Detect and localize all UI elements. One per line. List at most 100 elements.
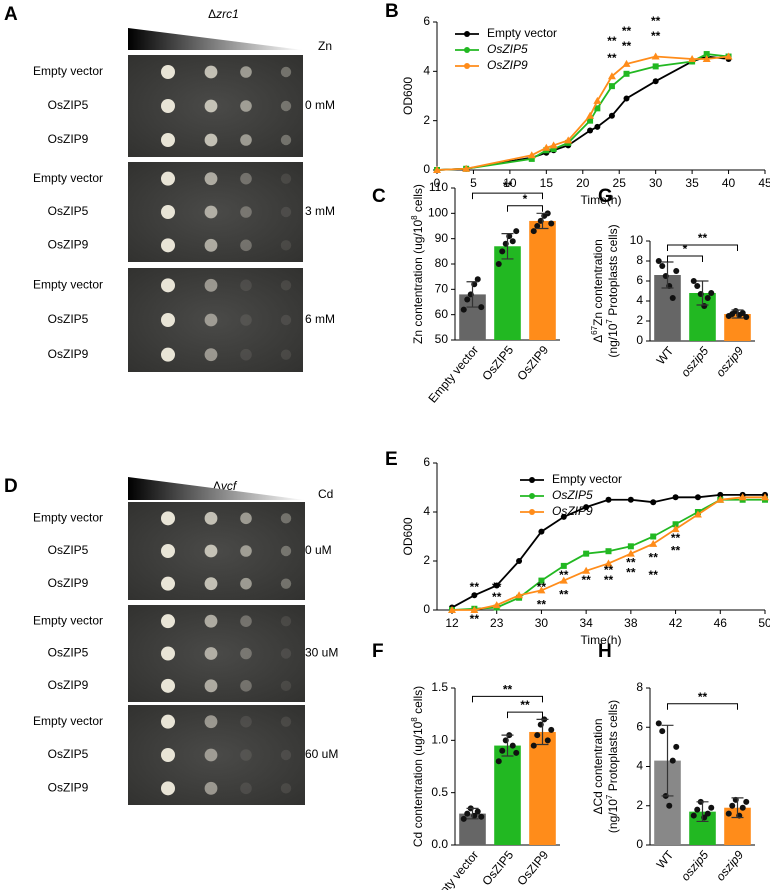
data-point <box>464 296 471 303</box>
data-point <box>743 798 750 805</box>
significance-label: ** <box>503 179 513 193</box>
point <box>716 495 725 503</box>
yeast-spot <box>204 614 218 628</box>
yeast-spot <box>240 715 252 728</box>
yeast-spot <box>280 173 292 184</box>
point <box>492 601 501 609</box>
legend-marker <box>529 509 535 515</box>
y-tick-label: 10 <box>630 233 644 247</box>
y-tick-label: 4 <box>423 64 430 78</box>
strain-row-label: OsZIP5 <box>48 747 89 761</box>
yeast-spot <box>280 716 292 727</box>
significance-label: ** <box>626 565 636 579</box>
yeast-spot <box>280 240 292 251</box>
point <box>527 151 536 159</box>
point <box>605 496 612 503</box>
x-tick-label: 38 <box>624 616 638 630</box>
strain-title: Δzrc1 <box>208 7 239 21</box>
legend-marker <box>529 477 535 483</box>
point <box>652 78 659 85</box>
point <box>528 155 535 162</box>
panel-letter: D <box>4 476 18 497</box>
yeast-spot <box>280 100 292 112</box>
y-axis-label-part: ΔCd contentration <box>591 718 605 814</box>
significance-label: ** <box>492 580 502 594</box>
point <box>703 51 710 58</box>
point <box>622 59 631 67</box>
yeast-spot <box>204 679 218 693</box>
data-point <box>509 742 516 749</box>
point <box>587 127 594 134</box>
point <box>448 606 456 613</box>
point <box>470 606 479 613</box>
significance-label: ** <box>649 568 659 582</box>
significance-label: ** <box>503 683 513 697</box>
x-tick-label: OsZIP9 <box>514 848 551 888</box>
data-point <box>708 290 715 296</box>
strain-row-label: Empty vector <box>33 511 103 525</box>
point <box>688 55 697 62</box>
data-point <box>694 806 701 813</box>
y-tick-label: 2 <box>636 798 643 812</box>
yeast-spot <box>240 545 252 557</box>
point <box>549 141 558 149</box>
data-point <box>495 261 502 267</box>
significance-label: ** <box>581 573 591 587</box>
legend-marker <box>464 31 470 37</box>
point <box>693 510 702 518</box>
point <box>542 143 551 151</box>
series-line <box>436 55 729 171</box>
yeast-spot <box>280 545 292 557</box>
panel-letter: F <box>372 641 384 662</box>
yeast-spot <box>204 205 218 219</box>
metal-label: Zn <box>318 39 332 53</box>
legend-label: Empty vector <box>487 26 557 40</box>
x-tick-label: 15 <box>540 176 554 190</box>
y-tick-label: 8 <box>636 253 643 267</box>
data-point <box>499 747 506 754</box>
x-tick-label: 30 <box>649 176 663 190</box>
significance-label: ** <box>470 580 480 594</box>
data-point <box>509 238 516 245</box>
significance-label: * <box>523 192 528 206</box>
point <box>564 136 573 144</box>
bar <box>529 220 556 340</box>
y-tick-label: 2 <box>636 313 643 327</box>
y-tick-label: 100 <box>428 206 448 220</box>
point <box>672 521 679 528</box>
x-tick-label: WT <box>654 343 677 367</box>
yeast-spot <box>280 206 292 218</box>
yeast-spot <box>240 348 252 361</box>
yeast-spot <box>240 782 252 795</box>
x-tick-label: OsZIP9 <box>514 343 551 383</box>
point <box>559 576 568 584</box>
x-tick-label: 34 <box>579 616 593 630</box>
point <box>627 543 634 550</box>
y-axis-label-part: Cd contentration (ug/10 <box>411 721 425 847</box>
yeast-spot <box>204 133 218 147</box>
y-tick-label: 110 <box>429 180 448 194</box>
yeast-spot <box>204 172 218 186</box>
yeast-spot <box>161 678 175 693</box>
yeast-spot <box>161 576 175 591</box>
data-point <box>673 268 680 274</box>
y-tick-label: 6 <box>423 455 430 469</box>
data-point <box>464 810 471 817</box>
point <box>761 493 769 501</box>
y-tick-label: 60 <box>435 307 449 321</box>
concentration-label: 30 uM <box>305 646 338 660</box>
panel-letter: E <box>385 449 398 470</box>
data-point <box>739 804 746 811</box>
yeast-spot <box>161 646 175 661</box>
yeast-spot <box>204 647 218 660</box>
error-bar <box>731 309 744 319</box>
significance-label: ** <box>649 551 659 565</box>
significance-bracket <box>472 695 543 703</box>
data-point <box>669 757 676 764</box>
data-point <box>655 258 662 264</box>
point <box>471 592 478 599</box>
data-point <box>659 263 666 269</box>
dilution-wedge <box>128 477 305 500</box>
y-tick-label: 2 <box>423 553 430 567</box>
yeast-spot <box>161 278 175 293</box>
